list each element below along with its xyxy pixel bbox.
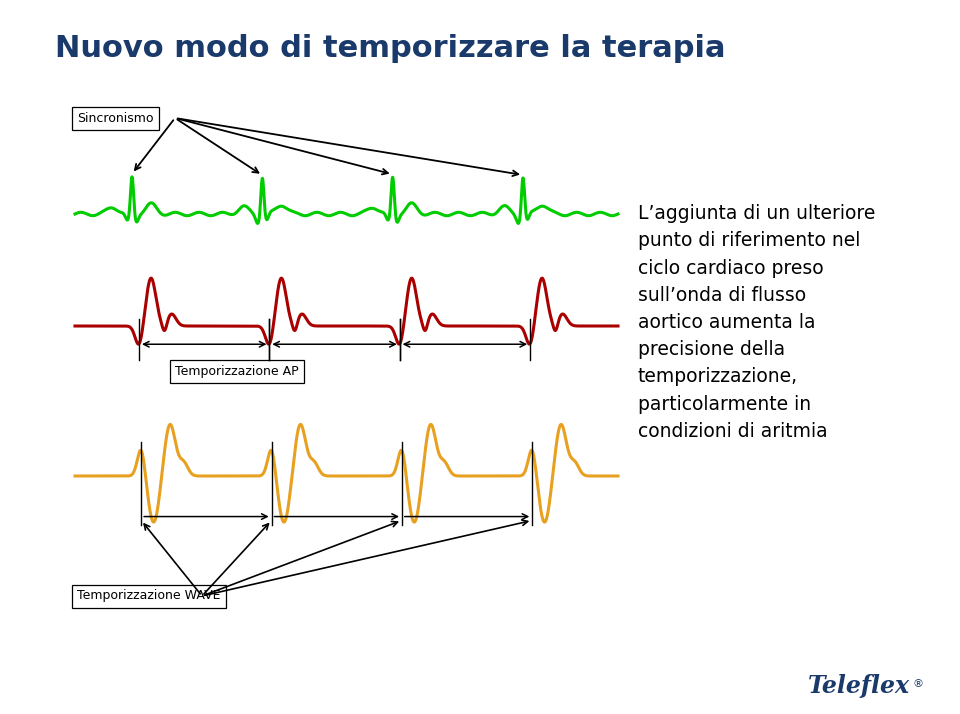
Text: Teleflex: Teleflex [808, 674, 910, 698]
Text: ®: ® [912, 679, 923, 689]
Text: Temporizzazione AP: Temporizzazione AP [175, 365, 299, 378]
Text: Nuovo modo di temporizzare la terapia: Nuovo modo di temporizzare la terapia [55, 34, 726, 63]
Text: Temporizzazione WAVE: Temporizzazione WAVE [77, 590, 221, 603]
Text: Sincronismo: Sincronismo [77, 111, 154, 124]
Text: L’aggiunta di un ulteriore
punto di riferimento nel
ciclo cardiaco preso
sull’on: L’aggiunta di un ulteriore punto di rife… [638, 204, 876, 441]
